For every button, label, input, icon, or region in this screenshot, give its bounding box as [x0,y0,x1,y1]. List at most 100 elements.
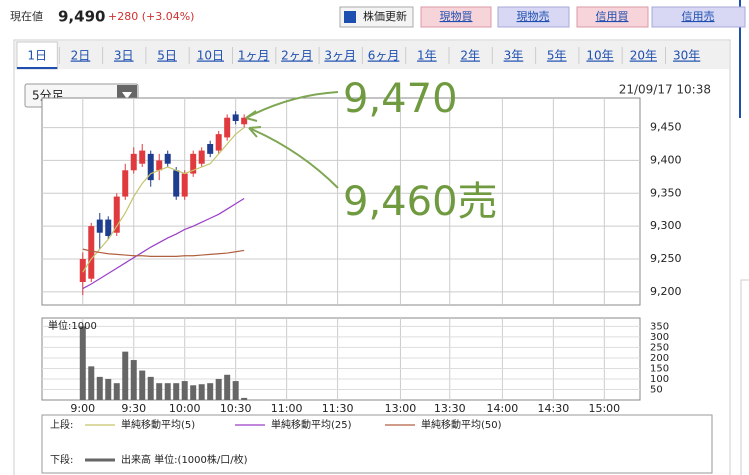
y-tick-label: 150 [650,363,669,374]
candle-body [139,150,146,164]
y-tick-label: 9,450 [650,121,682,134]
candle-body [190,153,197,174]
tab[interactable]: 5年 [547,49,567,63]
candle-body [88,226,95,279]
y-tick-label: 9,200 [650,285,682,298]
chart-layer: 9:00 9:30 10:00 10:30 11:00 11:30 13:00 13:30 14… [42,98,682,415]
candle-body [96,219,103,233]
tab[interactable]: 20年 [630,49,657,63]
y-tick-label: 9,400 [650,153,682,166]
tab[interactable]: 2年 [460,49,480,63]
tab[interactable]: 3日 [114,49,134,63]
button[interactable]: 現物売 [497,6,570,28]
y-tick-label: 50 [650,384,663,395]
tab[interactable]: 10年 [586,49,613,63]
moving-average-line [82,198,245,290]
x-tick-label: 14:00 [487,402,519,415]
unit-label: 単位:1000 [48,319,97,332]
volume-bar [241,397,248,400]
volume-bar [139,370,146,400]
volume-bar [79,326,86,400]
annotation-arrowhead [248,126,262,138]
legend-entry: 単純移動平均(5) [121,418,195,431]
legend-entry: 単純移動平均(25) [271,418,352,431]
x-tick-label: 11:30 [322,402,354,415]
button-label[interactable]: 現物売 [517,9,550,23]
volume-bar [181,381,188,400]
button-label[interactable]: 株価更新 [363,9,407,23]
candle-body [224,117,231,138]
legend-box [41,414,713,474]
annotation: 9,470 [343,76,458,122]
volume-bar [198,384,205,400]
tab[interactable]: 5日 [157,49,177,63]
volume-bar [156,383,163,400]
volume-bar [173,383,180,400]
tab-active[interactable] [16,41,58,70]
annotation: 9,460売 [343,179,498,225]
volume-bar [88,366,95,400]
button[interactable]: 信用売 [651,6,746,28]
tab[interactable]: 1年 [417,49,437,63]
volume-bar [164,383,171,400]
x-tick-label: 10:30 [220,402,252,415]
tab[interactable]: 3年 [504,49,524,63]
price-plot [41,97,641,306]
tab[interactable]: 1日 [27,49,47,63]
y-tick-label: 300 [650,332,669,343]
x-tick-label: 9:30 [121,402,146,415]
moving-average-line [82,127,245,273]
legend-label: 下段: [50,453,73,466]
price-label: 現在値 [10,10,43,23]
button-label[interactable]: 信用売 [682,10,715,23]
side-panel [740,279,749,475]
candle-body [241,117,248,125]
candle-body [164,153,171,164]
candle-body [79,259,86,282]
candle-body [105,219,112,236]
candle-body [173,170,180,197]
volume-bar [130,360,137,400]
candle-body [215,134,222,151]
volume-bar [224,374,231,400]
tab[interactable]: 2日 [71,49,91,63]
volume-bar [113,383,120,400]
price-change: +280 (+3.04%) [108,10,194,23]
annotation-arrow [248,127,339,189]
y-tick-label: 9,250 [650,252,682,265]
y-tick-label: 9,300 [650,219,682,232]
volume-bar [207,383,214,400]
volume-bar [122,351,129,400]
tab[interactable]: 3ヶ月 [324,49,356,63]
tab[interactable]: 10日 [197,49,224,63]
volume-bar [147,376,154,400]
button[interactable]: 現物買 [420,6,492,28]
candle-body [147,153,154,181]
button[interactable]: 信用買 [576,6,649,28]
x-tick-label: 10:00 [169,402,201,415]
button-label[interactable]: 信用買 [596,10,629,23]
tab[interactable]: 1ヶ月 [238,49,270,63]
y-tick-label: 9,350 [650,186,682,199]
y-tick-label: 250 [650,342,669,353]
volume-bar [190,385,197,400]
tab-bar [15,41,729,69]
x-tick-label: 15:00 [588,402,620,415]
legend: 上段: 単純移動平均(5) 単純移動平均(25) 単純移動平均(50) 下段: 出来高 単… [50,418,502,466]
tab[interactable]: 6ヶ月 [368,49,400,63]
tab[interactable]: 30年 [673,49,700,63]
annotation-arrowhead [245,110,258,122]
tab[interactable]: 2ヶ月 [281,49,313,63]
candle-body [181,173,188,197]
x-tick-label: 13:00 [385,402,417,415]
legend-entry: 単純移動平均(50) [421,418,502,431]
button-label[interactable]: 現物買 [440,9,473,23]
tabs: 1日 2日 3日 5日 10日 1ヶ月 2ヶ月 3ヶ月 6ヶ月 1年 2年 3年 5年 10年 20年 30年 [16,41,700,70]
button[interactable]: 株価更新 [339,6,414,28]
legend-entry: 出来高 単位:(1000株/口/枚) [121,453,248,466]
y-tick-label: 100 [650,374,669,385]
x-tick-label: 9:00 [70,402,95,415]
volume-bar [232,381,239,400]
